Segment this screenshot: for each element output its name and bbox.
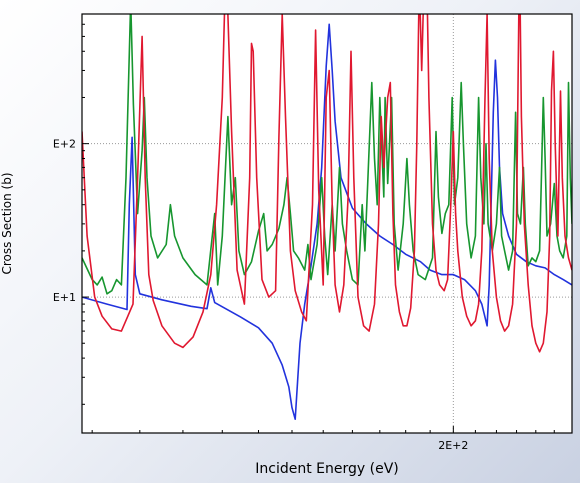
ticks: E+1E+2E+32E+2 [53,13,555,452]
x-axis-title: Incident Energy (eV) [255,461,398,477]
series-layer [82,14,572,420]
y-tick-label: E+2 [53,138,76,151]
plot-area [82,14,572,433]
x-tick-label: 2E+2 [438,439,468,452]
grid [82,14,572,433]
y-tick-label: E+1 [53,291,76,304]
y-axis-title: Cross Section (b) [0,172,14,274]
red-series-line [82,14,572,353]
blue-series-line [82,23,572,420]
